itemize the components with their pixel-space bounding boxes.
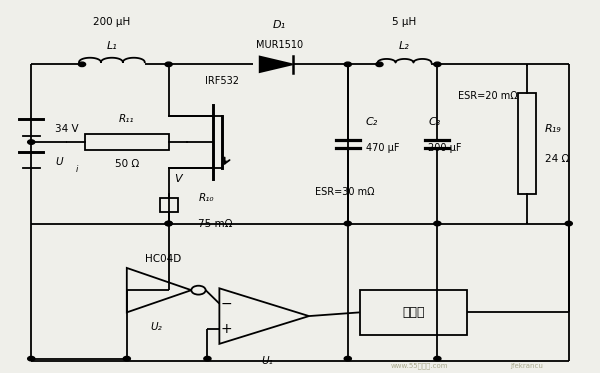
Text: i: i [76,165,79,174]
Text: 34 V: 34 V [55,124,79,134]
Circle shape [344,62,352,66]
Circle shape [165,221,172,226]
Text: IRF532: IRF532 [205,76,239,86]
Circle shape [204,357,211,361]
Text: 470 μF: 470 μF [365,142,399,153]
Text: ESR=30 mΩ: ESR=30 mΩ [315,187,374,197]
Circle shape [344,221,352,226]
Text: +: + [221,322,232,336]
Text: L₁: L₁ [107,41,117,51]
Circle shape [434,357,441,361]
Text: 75 mΩ: 75 mΩ [199,219,233,229]
Text: 50 Ω: 50 Ω [115,159,139,169]
Bar [160,198,178,212]
Text: R₁₀: R₁₀ [199,192,214,203]
Polygon shape [260,57,293,72]
Circle shape [28,140,35,144]
Bar [518,93,536,194]
Text: U₂: U₂ [151,322,163,332]
Text: D₁: D₁ [272,21,286,31]
Circle shape [565,221,572,226]
Text: C₃: C₃ [428,117,440,127]
Circle shape [434,221,441,226]
Circle shape [123,357,130,361]
Text: 200 μF: 200 μF [428,142,462,153]
Circle shape [376,62,383,66]
Text: 200 μH: 200 μH [93,17,131,27]
Bar [360,290,467,335]
Bar [85,134,169,150]
Circle shape [434,62,441,66]
Text: U: U [55,157,63,167]
Text: R₁₁: R₁₁ [119,114,134,124]
Text: −: − [221,297,232,311]
Text: V: V [174,174,181,184]
Text: www.55电路图.com: www.55电路图.com [391,363,448,369]
Text: 5 μH: 5 μH [392,17,416,27]
Text: R₁₉: R₁₉ [545,124,562,134]
Text: U₁: U₁ [261,355,273,366]
Text: MUR1510: MUR1510 [256,40,302,50]
Text: HC04D: HC04D [145,254,181,264]
Text: 24 Ω: 24 Ω [545,154,569,164]
Text: C₂: C₂ [365,117,378,127]
Circle shape [344,357,352,361]
Text: L₂: L₂ [399,41,410,51]
Circle shape [165,221,172,226]
Circle shape [28,357,35,361]
Circle shape [165,62,172,66]
Text: ESR=20 mΩ: ESR=20 mΩ [458,91,518,101]
Text: 积分器: 积分器 [402,306,425,319]
Text: jfekrancu: jfekrancu [511,363,544,369]
Circle shape [79,62,86,66]
